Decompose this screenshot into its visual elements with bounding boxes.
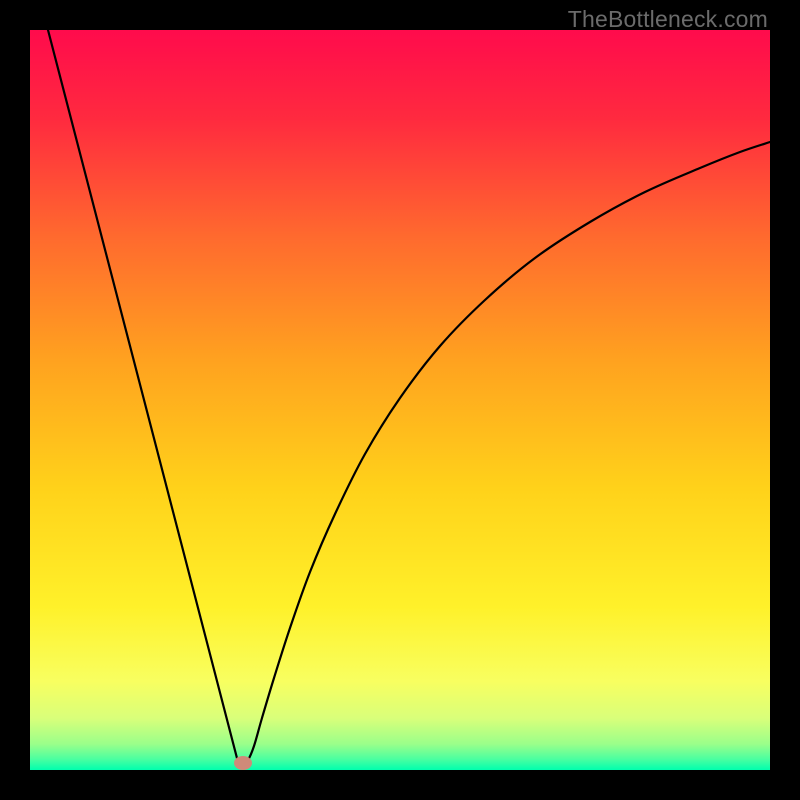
chart-svg: [30, 30, 770, 770]
minimum-marker: [234, 756, 252, 770]
watermark-text: TheBottleneck.com: [568, 6, 768, 33]
gradient-background: [30, 30, 770, 770]
plot-area: [30, 30, 770, 770]
chart-frame: TheBottleneck.com: [0, 0, 800, 800]
